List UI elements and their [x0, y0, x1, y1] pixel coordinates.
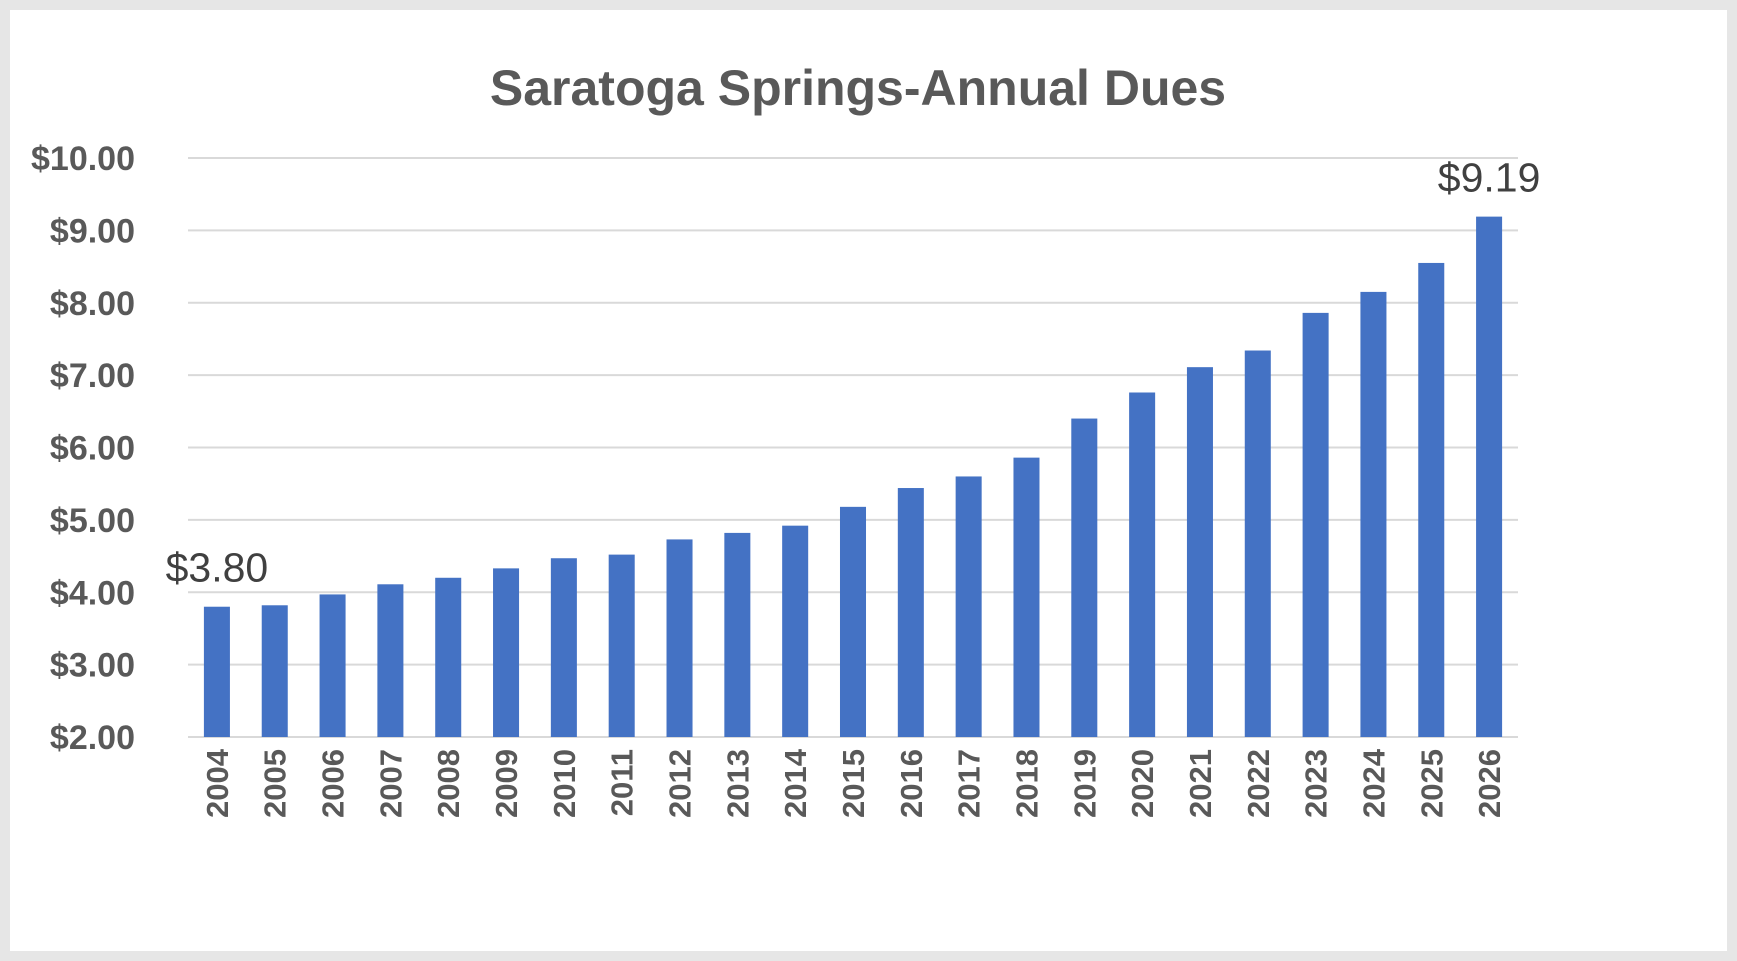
bar-2006 [319, 594, 346, 737]
bar-2024 [1360, 291, 1387, 737]
x-tick-label: 2012 [663, 749, 698, 818]
bar-2023 [1302, 312, 1329, 737]
bar-chart: Saratoga Springs-Annual Dues $2.00$3.00$… [31, 60, 1541, 818]
data-label: $3.80 [166, 545, 269, 591]
x-axis-ticks: 2004 2005 2006 2007 2008 2009 2010 2011 2012 2013… [200, 748, 1507, 818]
bar-2026 [1476, 216, 1503, 737]
y-tick-label: $10.00 [31, 140, 135, 178]
bar-2025 [1418, 262, 1445, 737]
gridlines [188, 157, 1518, 738]
x-tick-label: 2009 [489, 749, 524, 818]
bar-2004 [203, 606, 230, 737]
bar-2007 [377, 584, 404, 737]
x-tick-label: 2024 [1356, 748, 1391, 818]
x-tick-label: 2011 [605, 749, 640, 816]
y-tick-label: $9.00 [50, 212, 135, 250]
x-tick-label: 2017 [952, 749, 987, 818]
bar-2011 [608, 554, 635, 737]
x-tick-label: 2014 [778, 748, 813, 818]
bar-2019 [1071, 418, 1098, 737]
bar-2008 [435, 577, 462, 737]
x-tick-label: 2013 [720, 749, 755, 818]
bars [203, 216, 1503, 737]
x-tick-label: 2018 [1009, 749, 1044, 818]
x-tick-label: 2016 [894, 749, 929, 818]
x-tick-label: 2023 [1299, 749, 1334, 818]
bar-2010 [550, 558, 577, 737]
x-tick-label: 2020 [1125, 749, 1160, 818]
bar-2005 [261, 605, 288, 737]
bar-2012 [666, 539, 693, 737]
y-tick-label: $7.00 [50, 357, 135, 395]
x-tick-label: 2005 [258, 749, 293, 818]
x-tick-label: 2021 [1183, 749, 1218, 818]
bar-2016 [897, 488, 924, 737]
x-tick-label: 2008 [431, 749, 466, 818]
bar-2014 [782, 525, 809, 737]
data-labels: $3.80 $9.19 [166, 155, 1541, 591]
bar-2013 [724, 532, 751, 737]
x-tick-label: 2007 [373, 749, 408, 818]
x-tick-label: 2010 [547, 749, 582, 818]
y-tick-label: $4.00 [50, 574, 135, 612]
chart-frame: Saratoga Springs-Annual Dues $2.00 $3.00 $… [10, 10, 1727, 951]
y-tick-label: $3.00 [50, 647, 135, 685]
bar-2018 [1013, 457, 1040, 737]
y-tick-label: $2.00 [50, 719, 135, 757]
x-tick-label: 2015 [836, 749, 871, 818]
bar-2022 [1244, 350, 1271, 737]
x-tick-label: 2004 [200, 748, 235, 818]
bar-2015 [839, 506, 867, 737]
y-tick-label: $6.00 [50, 430, 135, 468]
x-tick-label: 2022 [1241, 749, 1276, 818]
x-tick-label: 2025 [1414, 749, 1449, 818]
chart-title: Saratoga Springs-Annual Dues [490, 60, 1226, 116]
bar-2017 [955, 476, 982, 737]
x-tick-label: 2026 [1472, 749, 1507, 818]
y-tick-label: $8.00 [50, 285, 135, 323]
x-tick-label: 2006 [316, 749, 351, 818]
bar-2020 [1129, 392, 1156, 737]
bar-2009 [493, 568, 520, 737]
bar-2021 [1186, 367, 1213, 737]
y-tick-label: $5.00 [50, 502, 135, 540]
x-tick-label: 2019 [1067, 749, 1102, 818]
data-label: $9.19 [1438, 155, 1541, 201]
y-axis-ticks: $2.00 $3.00 $4.00 $5.00 $6.00 $7.00 $8.00 $9.00… [31, 140, 135, 757]
